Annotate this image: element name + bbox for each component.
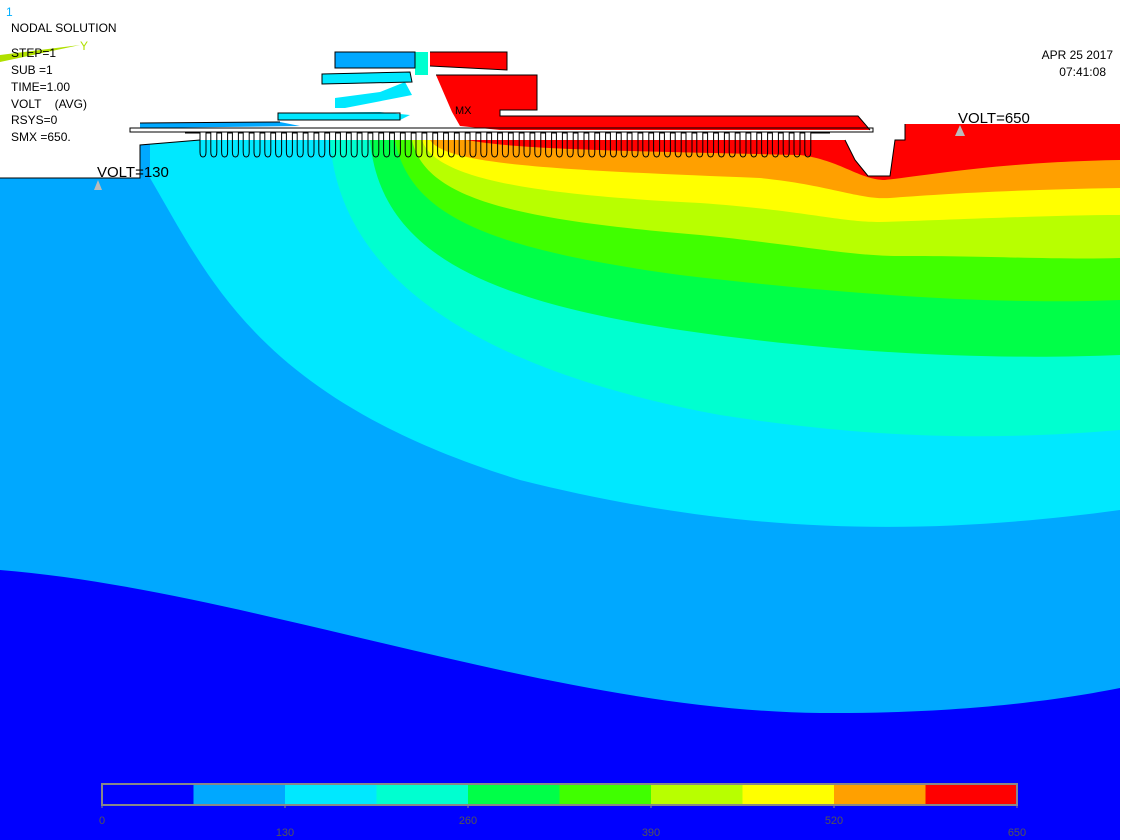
legend-swatch bbox=[742, 784, 835, 805]
part bbox=[335, 82, 412, 108]
legend-swatch bbox=[102, 784, 194, 805]
legend-swatch bbox=[651, 784, 743, 805]
legend-swatch bbox=[559, 784, 652, 805]
fin-outline bbox=[185, 132, 830, 158]
legend-tick-label: 520 bbox=[825, 815, 843, 827]
info-line: SMX =650. bbox=[11, 130, 71, 144]
legend-swatch bbox=[376, 784, 469, 805]
annotation: VOLT=650 bbox=[958, 110, 1030, 127]
date: APR 25 2017 bbox=[1042, 48, 1114, 62]
legend-swatch bbox=[925, 784, 1018, 805]
legend-tick-label: 390 bbox=[642, 827, 660, 839]
info-line: STEP=1 bbox=[11, 46, 56, 60]
constraint-marker bbox=[955, 125, 965, 136]
part bbox=[335, 52, 415, 68]
structure bbox=[0, 51, 1120, 179]
info-line: SUB =1 bbox=[11, 63, 53, 77]
legend-swatch bbox=[285, 784, 377, 805]
info-line: NODAL SOLUTION bbox=[11, 21, 117, 35]
legend-swatch bbox=[468, 784, 560, 805]
triad bbox=[0, 45, 80, 62]
part bbox=[322, 72, 412, 84]
triad-label: Y bbox=[80, 39, 88, 53]
legend-tick-label: 260 bbox=[459, 815, 477, 827]
part bbox=[278, 112, 410, 120]
info-line: TIME=1.00 bbox=[11, 80, 70, 94]
band bbox=[0, 570, 1120, 840]
legend-tick-label: 0 bbox=[99, 815, 105, 827]
annotation: VOLT=130 bbox=[97, 164, 169, 181]
info-line: VOLT (AVG) bbox=[11, 97, 87, 111]
part bbox=[415, 52, 428, 75]
window-number: 1 bbox=[6, 5, 13, 19]
legend-swatch bbox=[834, 784, 926, 805]
legend-swatch bbox=[193, 784, 286, 805]
legend: 0 130 260 390 520 650 bbox=[99, 783, 1026, 839]
constraint-marker bbox=[94, 180, 102, 190]
info-line: RSYS=0 bbox=[11, 113, 58, 127]
legend-frame bbox=[101, 783, 1018, 806]
legend-tick-label: 650 bbox=[1008, 827, 1026, 839]
part bbox=[140, 122, 300, 128]
legend-tick-label: 130 bbox=[276, 827, 294, 839]
max-label: MX bbox=[455, 105, 472, 117]
outline bbox=[0, 51, 906, 179]
part bbox=[430, 52, 507, 70]
time: 07:41:08 bbox=[1059, 65, 1106, 79]
